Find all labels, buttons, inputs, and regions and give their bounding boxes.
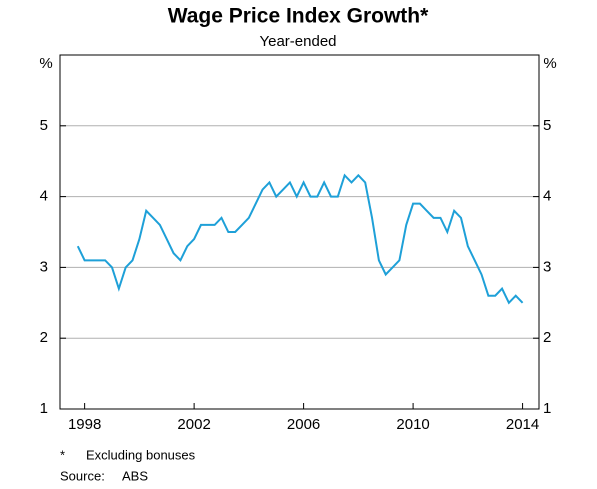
footnote-marker: * bbox=[60, 447, 65, 462]
x-tick-label: 2002 bbox=[177, 416, 210, 433]
y-tick-label-right: 2 bbox=[543, 329, 551, 346]
x-tick-label: 2010 bbox=[396, 416, 429, 433]
x-tick-label: 2006 bbox=[287, 416, 320, 433]
y-tick-label-left: 5 bbox=[40, 117, 48, 134]
y-tick-label-right: 1 bbox=[543, 400, 551, 417]
data-line bbox=[76, 173, 524, 305]
chart-title: Wage Price Index Growth* bbox=[168, 5, 429, 28]
y-tick-label-right: 5 bbox=[543, 117, 551, 134]
y-tick-label-left: 2 bbox=[40, 329, 48, 346]
y-tick-label-left: 1 bbox=[40, 400, 48, 417]
source-text: ABS bbox=[122, 468, 148, 483]
source-label: Source: bbox=[60, 468, 105, 483]
y-unit-left: % bbox=[39, 55, 52, 72]
x-tick-label: 1998 bbox=[68, 416, 101, 433]
y-tick-label-left: 3 bbox=[40, 258, 48, 275]
footnote-text: Excluding bonuses bbox=[86, 447, 196, 462]
plot-frame bbox=[59, 54, 540, 410]
chart-subtitle: Year-ended bbox=[259, 33, 336, 50]
y-tick-label-right: 3 bbox=[543, 258, 551, 275]
y-tick-label-left: 4 bbox=[40, 188, 48, 205]
x-tick-label: 2014 bbox=[506, 416, 539, 433]
y-tick-label-right: 4 bbox=[543, 188, 551, 205]
y-unit-right: % bbox=[543, 55, 556, 72]
